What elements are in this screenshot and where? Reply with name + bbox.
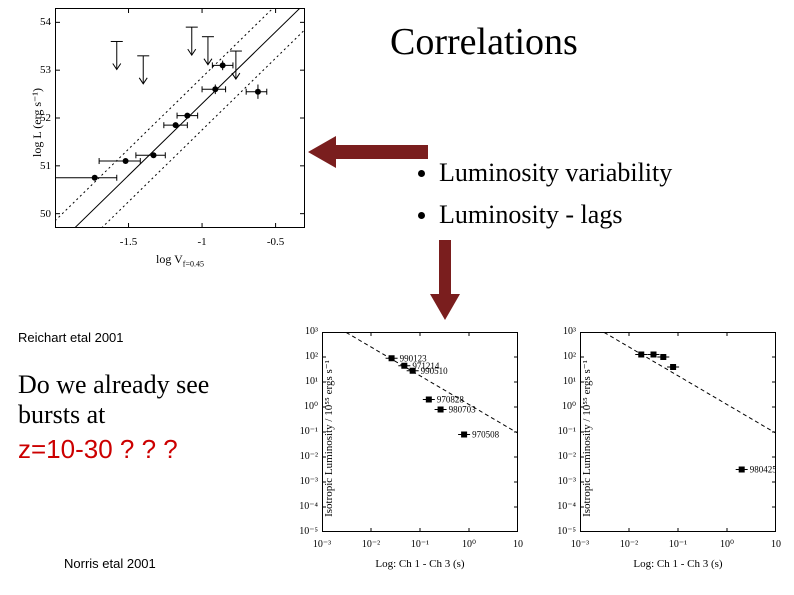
bullet-2-text: Luminosity - lags [439,200,622,230]
y-tick-label: 10⁻³ [290,476,318,487]
y-tick-label: 10⁻⁵ [290,526,318,537]
x-tick-label: 10⁰ [454,539,484,550]
y-tick-label: 10³ [290,326,318,337]
x-tick-label: 10 [761,539,791,550]
scatter-plot-variability: log L (erg s⁻¹) log Vf=0.45 5051525354-1… [7,0,317,270]
x-tick-label: 10⁻³ [565,539,595,550]
x-axis-label: log Vf=0.45 [55,252,305,268]
y-tick-label: 10² [290,351,318,362]
reference-2: Norris etal 2001 [64,556,156,571]
y-tick-label: 10¹ [548,376,576,387]
y-tick-label: 10³ [548,326,576,337]
y-tick-label: 10⁰ [548,401,576,412]
y-tick-label: 54 [25,16,51,28]
svg-text:990510: 990510 [421,366,449,376]
x-tick-label: -1.5 [109,236,149,248]
x-tick-label: -0.5 [256,236,296,248]
y-tick-label: 10⁻¹ [290,426,318,437]
svg-text:970828: 970828 [437,395,465,405]
y-tick-label: 10⁻⁴ [548,501,576,512]
bullet-1: Luminosity variability [418,158,672,188]
x-tick-label: 10⁻¹ [663,539,693,550]
x-tick-label: 10⁻² [356,539,386,550]
y-tick-label: 10⁻² [548,451,576,462]
y-tick-label: 10⁻³ [548,476,576,487]
slide-title: Correlations [390,20,578,64]
svg-text:970508: 970508 [472,430,500,440]
x-axis-label: Log: Ch 1 - Ch 3 (s) [322,558,518,570]
y-tick-label: 10⁰ [290,401,318,412]
svg-text:980425: 980425 [750,465,776,475]
bullet-1-text: Luminosity variability [439,158,672,188]
plot-svg: 990123971214990510970828980703970508 [322,332,518,532]
y-tick-label: 52 [25,112,51,124]
y-tick-label: 10⁻² [290,451,318,462]
y-tick-label: 10⁻⁴ [290,501,318,512]
plot-svg: 980425 [580,332,776,532]
question-block: Do we already see bursts at z=10-30 ? ? … [18,370,209,465]
x-tick-label: 10⁻³ [307,539,337,550]
y-tick-label: 10⁻⁵ [548,526,576,537]
x-tick-label: 10 [503,539,533,550]
plot-svg [55,8,305,228]
question-line-1a: Do we already see [18,370,209,400]
y-tick-label: 51 [25,160,51,172]
log-plot-right: Isotropic Luminosity / 10⁵⁵ ergs s⁻¹ Log… [538,322,788,574]
y-tick-label: 10⁻¹ [548,426,576,437]
arrow-left-icon [308,130,428,174]
arrow-down-icon [430,240,460,320]
y-tick-label: 50 [25,208,51,220]
log-plot-left: Isotropic Luminosity / 10⁵⁵ ergs s⁻¹ Log… [280,322,530,574]
svg-text:980703: 980703 [449,405,477,415]
y-tick-label: 10¹ [290,376,318,387]
bullet-dot [418,212,425,219]
x-axis-label: Log: Ch 1 - Ch 3 (s) [580,558,776,570]
y-tick-label: 53 [25,64,51,76]
y-tick-label: 10² [548,351,576,362]
question-line-1b: bursts at [18,400,209,430]
reference-1: Reichart etal 2001 [18,330,124,345]
x-tick-label: 10⁻² [614,539,644,550]
x-tick-label: -1 [182,236,222,248]
bullet-list: Luminosity variability Luminosity - lags [418,158,672,242]
question-line-2: z=10-30 ? ? ? [18,434,209,465]
bullet-2: Luminosity - lags [418,200,672,230]
x-tick-label: 10⁰ [712,539,742,550]
x-tick-label: 10⁻¹ [405,539,435,550]
